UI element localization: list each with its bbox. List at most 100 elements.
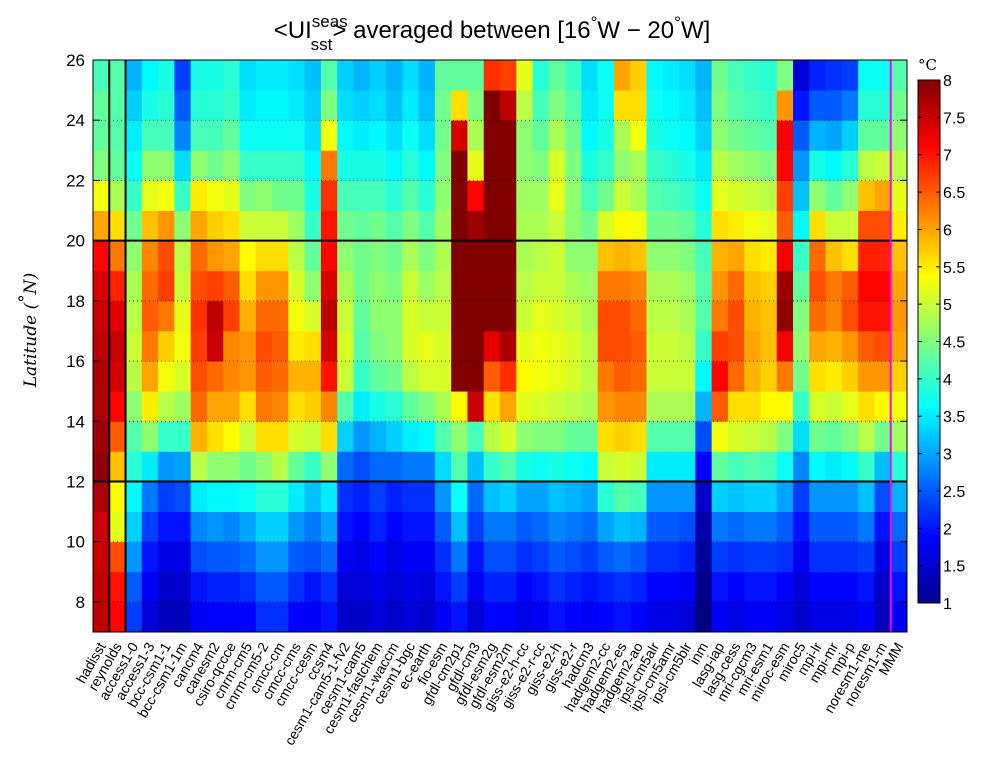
- heatmap-cell-canesm2-18.5: [206, 270, 224, 302]
- heatmap-cell-cancm4-22.5: [190, 150, 208, 181]
- heatmap-cell-cnrm-cm5-2-23.5: [255, 120, 273, 151]
- heatmap-cell-cesm1-cam5-1-fv2-20.5: [337, 210, 354, 242]
- heatmap-cell-noresm1-m-19.5: [874, 240, 892, 272]
- heatmap-cell-hadgem2-cc-13.5: [597, 421, 615, 452]
- heatmap-cell-giss-e2-h-22.5: [548, 150, 566, 181]
- heatmap-cell-mpi-p-17.5: [841, 300, 859, 332]
- heatmap-cell-bcc-csm1-1-17.5: [158, 300, 175, 332]
- heatmap-cell-MMM-12.5: [890, 451, 908, 482]
- heatmap-cell-mpi-lr-11.5: [809, 481, 826, 512]
- heatmap-cell-access1-3-11.5: [141, 481, 159, 512]
- heatmap-cell-ccsm4-25.5: [320, 60, 338, 91]
- heatmap-cell-noresm1-me-24.5: [858, 90, 875, 121]
- heatmap-cell-cesm1-bgc-24.5: [402, 90, 419, 121]
- heatmap-cell-ipsl-cm5blr-12.5: [679, 451, 696, 482]
- heatmap-cell-csiro-qccce-12.5: [223, 451, 240, 482]
- heatmap-cell-giss-e2-r-cc-21.5: [532, 180, 550, 211]
- heatmap-cell-cancm4-25.5: [190, 60, 208, 91]
- heatmap-cell-gfdl-esm2m-8.5: [500, 571, 517, 603]
- heatmap-cell-miroc5-14.5: [793, 391, 810, 422]
- heatmap-cell-miroc-esm-13.5: [776, 421, 794, 452]
- heatmap-cell-access1-0-23.5: [125, 120, 143, 151]
- heatmap-cell-cesm1-cam5-25.5: [353, 60, 371, 91]
- heatmap-cell-miroc-esm-21.5: [776, 180, 794, 211]
- heatmap-cell-cnrm-cm5-10.5: [239, 511, 257, 543]
- heatmap-cell-hadcm3-19.5: [581, 240, 599, 272]
- heatmap-cell-gfdl-esm2m-18.5: [500, 270, 517, 302]
- heatmap-cell-lasg-iap-16.5: [711, 330, 729, 362]
- heatmap-cell-ccsm4-15.5: [320, 361, 338, 392]
- heatmap-cell-cesm1-bgc-16.5: [402, 330, 419, 362]
- heatmap-cell-noresm1-m-20.5: [874, 210, 892, 242]
- heatmap-cell-cmcc-cm-18.5: [272, 270, 289, 302]
- heatmap-cell-hadgem2-ao-11.5: [630, 481, 647, 512]
- heatmap-cell-cnrm-cm5-9.5: [239, 541, 257, 573]
- heatmap-cell-hadgem2-ao-8.5: [630, 571, 647, 603]
- heatmap-cell-mri-esm1-8.5: [760, 571, 778, 603]
- heatmap-cell-MMM-14.5: [890, 391, 908, 422]
- colorbar-tick-label-8: 8: [943, 73, 952, 90]
- heatmap-cell-mri-esm1-17.5: [760, 300, 778, 332]
- heatmap-cell-giss-e2-h-15.5: [548, 361, 566, 392]
- heatmap-cell-cnrm-cm5-17.5: [239, 300, 257, 332]
- heatmap-cell-ipsl-cm5amr-25.5: [662, 60, 680, 91]
- heatmap-cell-MMM-11.5: [890, 481, 908, 512]
- heatmap-cell-cmcc-cesm-20.5: [304, 210, 322, 242]
- heatmap-cell-csiro-qccce-19.5: [223, 240, 240, 272]
- title-degree-2: °: [674, 13, 681, 32]
- heatmap-cell-mri-esm1-20.5: [760, 210, 778, 242]
- heatmap-cell-ipsl-cm5blr-13.5: [679, 421, 696, 452]
- heatmap-cell-mpi-p-8.5: [841, 571, 859, 603]
- heatmap-cell-giss-e2-r-18.5: [565, 270, 582, 302]
- heatmap-cell-hadgem2-cc-17.5: [597, 300, 615, 332]
- heatmap-cell-access1-0-8.5: [125, 571, 143, 603]
- heatmap-cell-ipsl-cm5blr-16.5: [679, 330, 696, 362]
- heatmap-cell-gfdl-esm2m-12.5: [500, 451, 517, 482]
- heatmap-cell-ipsl-cm5blr-9.5: [679, 541, 696, 573]
- heatmap-cell-ipsl-cm5amr-11.5: [662, 481, 680, 512]
- heatmap-cell-miroc-esm-17.5: [776, 300, 794, 332]
- heatmap-cell-cnrm-cm5-2-15.5: [255, 361, 273, 392]
- heatmap-cell-cesm1-fastchem-13.5: [369, 421, 387, 452]
- heatmap-cell-cancm4-23.5: [190, 120, 208, 151]
- heatmap-cell-cnrm-cm5-14.5: [239, 391, 257, 422]
- heatmap-cell-cesm1-bgc-19.5: [402, 240, 419, 272]
- heatmap-cell-hadcm3-8.5: [581, 571, 599, 603]
- heatmap-cell-cmcc-cesm-25.5: [304, 60, 322, 91]
- heatmap-cell-access1-0-16.5: [125, 330, 143, 362]
- heatmap-cell-ccsm4-14.5: [320, 391, 338, 422]
- heatmap-cell-giss-e2-r-cc-24.5: [532, 90, 550, 121]
- y-axis-label-unit: N): [21, 273, 41, 296]
- heatmap-cell-ipsl-cm5alr-16.5: [646, 330, 664, 362]
- heatmap-cell-bcc-csm1-1m-11.5: [174, 481, 192, 512]
- heatmap-cell-bcc-csm1-1-9.5: [158, 541, 175, 573]
- heatmap-cell-gfdl-esm2g-21.5: [483, 180, 501, 211]
- heatmap-cell-giss-e2-h-20.5: [548, 210, 566, 242]
- heatmap-cell-giss-e2-h-23.5: [548, 120, 566, 151]
- heatmap-cell-mri-esm1-10.5: [760, 511, 778, 543]
- colorbar-tick-label-4: 4: [943, 372, 952, 389]
- heatmap-cell-ipsl-cm5blr-10.5: [679, 511, 696, 543]
- heatmap-cell-reynolds-16.5: [109, 330, 126, 362]
- heatmap-cell-miroc5-22.5: [793, 150, 810, 181]
- heatmap-cell-cesm1-cam5-10.5: [353, 511, 371, 543]
- heatmap-cell-cesm1-cam5-1-fv2-15.5: [337, 361, 354, 392]
- y-axis-label-open: (: [21, 302, 41, 314]
- heatmap-cell-lasg-cess-12.5: [727, 451, 745, 482]
- heatmap-cell-inm-20.5: [695, 210, 713, 242]
- heatmap-cell-cmcc-cms-23.5: [288, 120, 306, 151]
- heatmap-cell-hadgem2-ao-12.5: [630, 451, 647, 482]
- heatmap-cell-ipsl-cm5blr-7.5: [679, 601, 696, 633]
- heatmap-cell-csiro-qccce-7.5: [223, 601, 240, 633]
- heatmap-cell-giss-e2-r-17.5: [565, 300, 582, 332]
- heatmap-cell-bcc-csm1-1m-22.5: [174, 150, 192, 181]
- heatmap-cell-cesm1-cam5-17.5: [353, 300, 371, 332]
- heatmap-cell-mpi-lr-17.5: [809, 300, 826, 332]
- heatmap-cell-access1-3-13.5: [141, 421, 159, 452]
- heatmap-cell-cmcc-cms-19.5: [288, 240, 306, 272]
- heatmap-cell-cnrm-cm5-2-14.5: [255, 391, 273, 422]
- heatmap-cell-giss-e2-r-cc-14.5: [532, 391, 550, 422]
- heatmap-cell-access1-3-25.5: [141, 60, 159, 91]
- heatmap-cell-mri-esm1-22.5: [760, 150, 778, 181]
- heatmap-cell-canesm2-7.5: [206, 601, 224, 633]
